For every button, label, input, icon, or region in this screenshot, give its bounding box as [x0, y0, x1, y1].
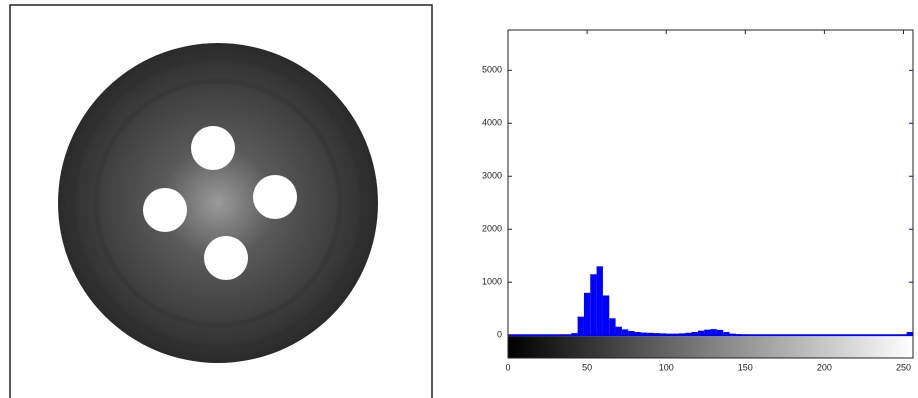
bar — [653, 333, 660, 336]
bar — [583, 292, 591, 336]
y-tick-label: 1000 — [482, 277, 502, 287]
hole — [143, 188, 187, 232]
plot-area — [508, 30, 913, 358]
bar — [577, 316, 584, 336]
bar — [640, 332, 648, 336]
y-tick-label: 3000 — [482, 171, 502, 181]
x-tick-label: 150 — [738, 362, 753, 372]
x-tick-label: 50 — [582, 362, 592, 372]
y-tick-label: 2000 — [482, 224, 502, 234]
x-tick-label: 200 — [817, 362, 832, 372]
x-tick-label: 250 — [896, 362, 911, 372]
bar — [571, 333, 578, 336]
bar — [906, 332, 913, 336]
ring — [70, 55, 366, 351]
hole — [191, 126, 235, 170]
hole — [204, 236, 248, 280]
bar — [647, 332, 654, 336]
x-tick-label: 0 — [505, 362, 510, 372]
bar — [590, 274, 597, 336]
bar — [596, 266, 603, 336]
colorbar — [508, 336, 913, 358]
axes-frame — [507, 29, 914, 359]
bar — [634, 332, 641, 336]
bar — [710, 329, 717, 336]
image-frame — [9, 4, 433, 398]
bar — [621, 329, 629, 336]
bar — [609, 318, 616, 336]
bar — [704, 329, 711, 336]
histogram: 0 1000 2000 3000 4000 5000 0 50 100 150 200 250 — [482, 29, 914, 372]
bar — [716, 329, 724, 336]
hole — [253, 175, 297, 219]
x-tick-label: 100 — [659, 362, 674, 372]
bar — [615, 326, 622, 336]
y-tick-label: 0 — [497, 330, 502, 340]
bar — [685, 332, 692, 336]
y-tick-label: 4000 — [482, 118, 502, 128]
bar — [602, 295, 610, 336]
button-image — [9, 4, 433, 398]
ring — [93, 78, 343, 328]
button — [58, 43, 378, 363]
bar — [691, 332, 698, 336]
y-tick-label: 5000 — [482, 65, 502, 75]
bar — [723, 332, 730, 336]
bar — [628, 330, 635, 336]
bar — [697, 330, 705, 336]
